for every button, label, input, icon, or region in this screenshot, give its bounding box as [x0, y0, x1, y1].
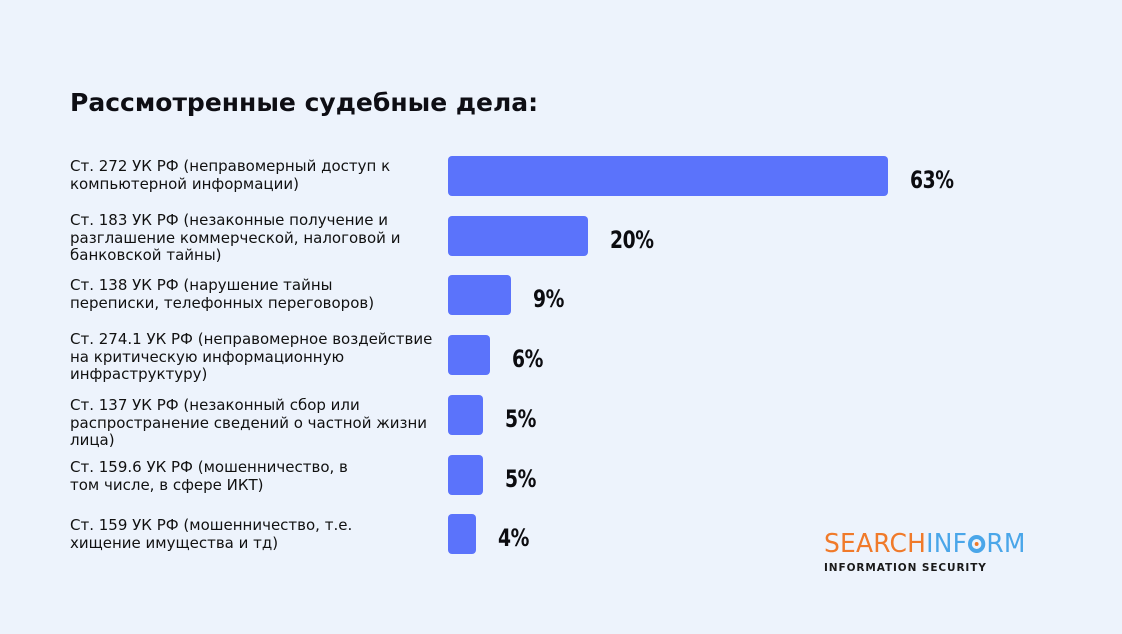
value-label: 9% [532, 285, 564, 314]
category-label: Ст. 183 УК РФ (незаконные получение и ра… [70, 211, 401, 264]
bar [448, 394, 483, 435]
category-label: Ст. 274.1 УК РФ (неправомерное воздейств… [70, 330, 433, 383]
bar [448, 275, 511, 316]
value-label: 6% [511, 345, 543, 374]
bar [448, 335, 490, 376]
logo-search-text: SEARCH [824, 529, 927, 559]
category-label: Ст. 137 УК РФ (незаконный сбор или распр… [70, 396, 428, 449]
logo-o-icon [968, 535, 986, 553]
value-label: 20% [609, 225, 654, 254]
bar [448, 514, 476, 555]
chart-title: Рассмотренные судебные дела: [70, 88, 539, 117]
bar [448, 454, 483, 495]
logo-rm-text: RM [986, 529, 1026, 559]
logo-wordmark: SEARCHINF RM [824, 530, 1064, 558]
category-label: Ст. 159 УК РФ (мошенничество, т.е. хищен… [70, 516, 353, 552]
value-label: 5% [504, 404, 536, 433]
category-label: Ст. 272 УК РФ (неправомерный доступ к ко… [70, 157, 391, 193]
logo-inf-text: INF [926, 529, 968, 559]
category-label: Ст. 138 УК РФ (нарушение тайны переписки… [70, 276, 375, 312]
logo-tagline: INFORMATION SECURITY [824, 562, 987, 574]
value-label: 4% [498, 524, 530, 553]
bar [448, 156, 888, 196]
category-label: Ст. 159.6 УК РФ (мошенничество, в том чи… [70, 458, 348, 494]
value-label: 63% [910, 166, 954, 194]
value-label: 5% [504, 464, 536, 493]
bar [448, 215, 588, 256]
searchinform-logo: SEARCHINF RM INFORMATION SECURITY [824, 530, 1074, 574]
